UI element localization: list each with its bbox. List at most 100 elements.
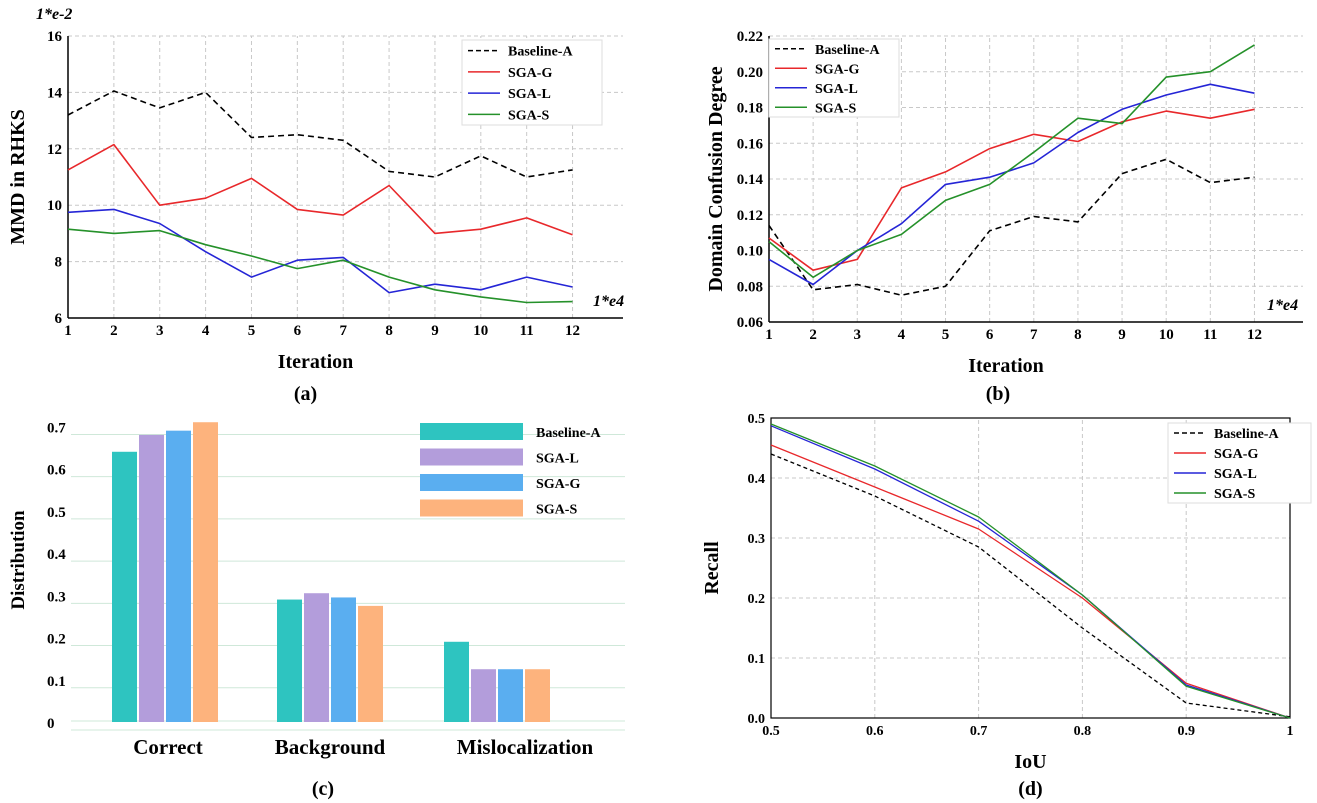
legend-c: Baseline-A SGA-L SGA-G SGA-S (420, 423, 601, 518)
category-label-correct: Correct (133, 735, 203, 759)
y-tick-label-b-1: 0.08 (737, 279, 763, 295)
legend-d: Baseline-A SGA-G SGA-L SGA-S (1167, 422, 1312, 504)
legend-label-a-sga-l: SGA-L (508, 87, 551, 102)
y-tick-label-d-2: 0.2 (748, 592, 766, 607)
series-line-d-sga-s (770, 423, 1291, 719)
bar-correct-sga-s (193, 422, 218, 722)
legend-label-c-sga-g: SGA-G (536, 477, 580, 492)
y-tick-label-a-1: 8 (55, 255, 63, 271)
y-tick-label-b-7: 0.20 (737, 65, 763, 81)
x-tick-label-a-0: 1 (64, 323, 72, 339)
y-tick-label-a-2: 10 (47, 198, 62, 214)
x-tick-label-b-10: 11 (1203, 327, 1217, 343)
y-tick-label-b-6: 0.18 (737, 101, 763, 117)
y-tick-label-c-7: 0.7 (47, 420, 66, 436)
y-tick-label-b-8: 0.22 (737, 29, 763, 45)
legend-label-d-sga-s: SGA-S (1214, 487, 1255, 502)
legend-label-a-sga-g: SGA-G (508, 66, 552, 81)
series-line-a-baseline-a (67, 90, 573, 178)
y-tick-label-b-0: 0.06 (737, 315, 764, 331)
legend-label-c-sga-l: SGA-L (536, 452, 579, 467)
y-tick-label-c-0: 0 (47, 716, 55, 732)
chart-d: 0.0 0.1 0.2 0.3 0.4 0.5 0.5 0.6 0.7 0.8 0.9 1 Baseli… (701, 412, 1312, 800)
plot-frame-d (770, 417, 1291, 719)
x-tick-label-d-3: 0.8 (1074, 724, 1092, 739)
bar-background-sga-l (304, 593, 329, 722)
category-label-mislocalization: Mislocalization (457, 735, 594, 759)
x-tick-label-b-2: 3 (854, 327, 862, 343)
y-tick-label-a-4: 14 (47, 85, 63, 101)
bar-correct-sga-g (166, 430, 191, 722)
x-tick-label-a-8: 9 (431, 323, 439, 339)
y-tick-label-a-0: 6 (55, 311, 63, 327)
legend-swatch-c-sga-s (420, 499, 523, 517)
legend-label-b-sga-l: SGA-L (815, 82, 858, 97)
series-line-a-sga-g (67, 143, 573, 236)
x-tick-label-a-3: 4 (202, 323, 210, 339)
x-tick-label-d-0: 0.5 (762, 724, 780, 739)
legend-label-d-sga-g: SGA-G (1214, 447, 1258, 462)
y-tick-label-b-5: 0.16 (737, 136, 764, 152)
x-tick-label-b-5: 6 (986, 327, 994, 343)
subtitle-a: (a) (294, 383, 317, 405)
x-tick-label-d-1: 0.6 (866, 724, 884, 739)
x-tick-label-b-1: 2 (809, 327, 817, 343)
bar-correct-sga-l (139, 434, 164, 722)
legend-label-b-sga-s: SGA-S (815, 101, 856, 116)
x-tick-label-b-11: 12 (1247, 327, 1262, 343)
subtitle-b: (b) (986, 383, 1010, 405)
legend-box-a (461, 39, 603, 126)
y-tick-label-c-1: 0.1 (47, 674, 66, 690)
legend-label-d-sga-l: SGA-L (1214, 467, 1257, 482)
y-tick-label-b-2: 0.10 (737, 244, 763, 260)
category-label-background: Background (275, 735, 386, 759)
x-axis-label-b: Iteration (968, 355, 1044, 377)
x-tick-label-a-9: 10 (473, 323, 488, 339)
y-tick-label-c-5: 0.5 (47, 505, 66, 521)
y-tick-label-c-6: 0.6 (47, 463, 66, 479)
series-line-b-sga-g (768, 108, 1255, 272)
legend-label-b-baseline-a: Baseline-A (815, 43, 880, 58)
series-line-b-sga-s (768, 44, 1255, 279)
series-line-d-sga-g (770, 444, 1291, 719)
y-axis-label-c: Distribution (8, 510, 29, 610)
x-tick-label-d-4: 0.9 (1177, 724, 1195, 739)
series-line-b-baseline-a (768, 158, 1255, 297)
x-tick-label-a-10: 11 (520, 323, 534, 339)
bar-correct-baseline-a (112, 451, 137, 722)
legend-label-c-sga-s: SGA-S (536, 503, 577, 518)
y-axis-label-d: Recall (701, 541, 723, 595)
legend-label-c-baseline-a: Baseline-A (536, 426, 601, 441)
y-axis-label-b: Domain Confusion Degree (705, 66, 727, 291)
bar-mislocalization-sga-l (471, 669, 496, 722)
y-tick-label-d-4: 0.4 (748, 472, 766, 487)
x-tick-label-b-8: 9 (1118, 327, 1126, 343)
x-tick-label-b-0: 1 (765, 327, 773, 343)
x-axis-label-a: Iteration (278, 351, 354, 373)
x-scale-note-b: 1*e4 (1267, 297, 1298, 314)
x-tick-label-a-6: 7 (339, 323, 347, 339)
legend-box-b (768, 38, 900, 118)
x-tick-label-b-6: 7 (1030, 327, 1038, 343)
y-tick-label-d-0: 0.0 (748, 712, 766, 727)
y-tick-label-d-5: 0.5 (748, 412, 766, 427)
series-line-d-baseline-a (770, 453, 1291, 718)
series-line-d-sga-l (770, 425, 1291, 719)
chart-b: 0.060.080.100.120.140.160.180.200.221 2 3 4… (705, 29, 1303, 405)
bar-background-sga-s (358, 605, 383, 722)
chart-c: 0 0.1 0.2 0.3 0.4 0.5 0.6 0.7 Correct Background M… (8, 420, 625, 800)
x-tick-label-d-5: 1 (1287, 724, 1294, 739)
series-line-a-sga-l (67, 208, 573, 294)
y-tick-label-d-3: 0.3 (748, 532, 766, 547)
x-tick-label-b-7: 8 (1074, 327, 1082, 343)
y-tick-label-b-3: 0.12 (737, 208, 763, 224)
y-tick-label-d-1: 0.1 (748, 652, 766, 667)
x-tick-label-a-1: 2 (110, 323, 118, 339)
y-axis-label-a: MMD in RHKS (7, 109, 29, 245)
y-tick-label-b-4: 0.14 (737, 172, 764, 188)
x-tick-label-a-7: 8 (385, 323, 393, 339)
legend-label-a-sga-s: SGA-S (508, 108, 549, 123)
bar-mislocalization-sga-s (525, 669, 550, 722)
